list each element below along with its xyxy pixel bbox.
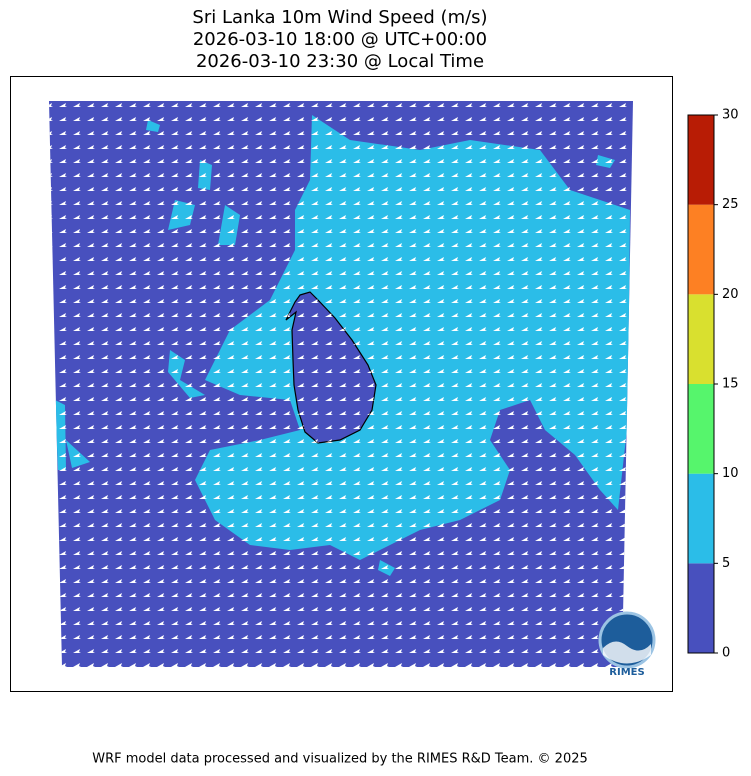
logo-text: RIMES (609, 667, 644, 678)
colorbar-segment (688, 384, 714, 474)
wind-arrows (286, 292, 376, 443)
colorbar-segment (688, 115, 714, 205)
logo-wave (603, 641, 651, 664)
colorbar-segment (688, 294, 714, 384)
colorbar-segment (688, 204, 714, 295)
colorbar-tick-label: 0 (722, 646, 730, 661)
colorbar-tick-label: 20 (722, 287, 739, 302)
colorbar-tick-label: 10 (722, 466, 739, 481)
colorbar-tick-label: 5 (722, 556, 730, 571)
colorbar: 0 5 10 15 20 25 30 (687, 108, 739, 661)
title-line: 2026-03-10 18:00 @ UTC+00:00 (193, 29, 487, 50)
colorbar-segment (688, 473, 714, 564)
colorbar-tick-label: 30 (722, 108, 739, 123)
colorbar-tick-label: 25 (722, 197, 739, 212)
footer: WRF model data processed and visualized … (92, 752, 588, 767)
colorbar-tick-label: 15 (722, 377, 739, 392)
title-line: 2026-03-10 23:30 @ Local Time (196, 51, 484, 72)
wind-field (49, 101, 633, 667)
title-line: Sri Lanka 10m Wind Speed (m/s) (192, 7, 487, 28)
colorbar-segment (688, 563, 714, 653)
map-frame (10, 76, 673, 692)
